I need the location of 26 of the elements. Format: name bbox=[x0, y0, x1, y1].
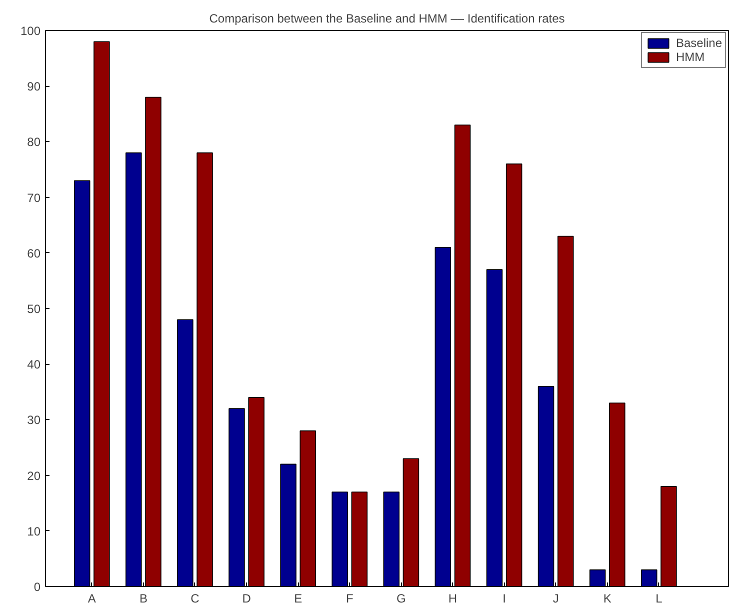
chart-title: Comparison between the Baseline and HMM –– Identification rates bbox=[209, 12, 565, 26]
x-tick-label: K bbox=[603, 592, 612, 606]
x-tick-label: J bbox=[552, 592, 559, 606]
y-tick-label: 100 bbox=[20, 24, 41, 38]
x-tick-label: C bbox=[190, 592, 200, 606]
x-tick-label: F bbox=[346, 592, 354, 606]
y-tick-label: 90 bbox=[27, 80, 41, 94]
y-tick-label: 20 bbox=[27, 468, 41, 483]
y-tick-label: 60 bbox=[27, 246, 41, 260]
y-tick-label: 40 bbox=[27, 358, 41, 372]
y-tick-label: 50 bbox=[27, 302, 41, 316]
legend-label: Baseline bbox=[676, 36, 722, 50]
x-tick-label: H bbox=[448, 592, 458, 606]
y-tick-label: 10 bbox=[27, 524, 41, 538]
x-tick-label: B bbox=[139, 592, 148, 606]
y-tick-label: 30 bbox=[27, 413, 41, 428]
x-tick-label: L bbox=[656, 592, 663, 606]
x-tick-label: A bbox=[88, 592, 96, 606]
y-tick-label: 70 bbox=[27, 190, 41, 205]
x-tick-label: E bbox=[294, 592, 302, 606]
legend-label: HMM bbox=[676, 50, 705, 64]
x-tick-label: G bbox=[396, 592, 406, 606]
y-tick-label: 80 bbox=[27, 135, 41, 150]
y-tick-label: 0 bbox=[34, 580, 41, 594]
x-tick-label: D bbox=[242, 592, 252, 606]
x-tick-label: I bbox=[502, 592, 506, 606]
